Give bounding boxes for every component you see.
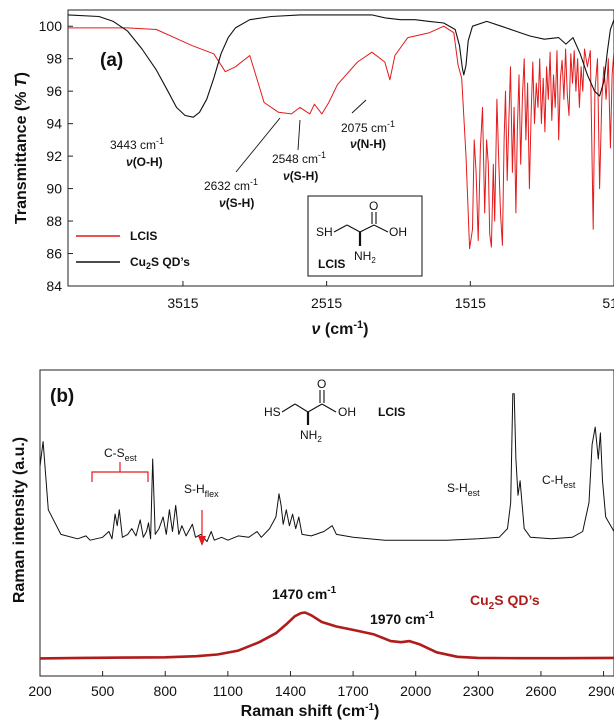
y-tick-label: 88	[46, 213, 62, 229]
panel-a-legend: LCIS Cu2S QD’s	[76, 229, 190, 271]
series-line-cu2s-raman	[39, 611, 614, 660]
x-tick-label: 515	[602, 295, 614, 311]
panel-b-annotations: C-Sest S-Hflex S-Hest C-Hest 1470 cm-1 1…	[91, 446, 576, 627]
molecule-inset-frame	[307, 195, 423, 277]
label-c-h-est: C-Hest	[542, 473, 576, 490]
atom-oh: OH	[389, 225, 407, 239]
x-tick-label: 2900	[588, 683, 614, 699]
x-tick-label: 2515	[311, 295, 342, 311]
x-tick-label: 1515	[455, 295, 486, 311]
svg-text:3443 cm-1: 3443 cm-1	[110, 136, 164, 152]
x-tick-label: 1100	[213, 683, 243, 699]
panel-b-x-ticks: 200 500 800 1100 1400 1700 2000 2300 2600 2900	[28, 671, 614, 699]
panel-a-x-ticks: 3515 2515 1515 515	[167, 281, 614, 311]
peak-label-1970: 1970 cm-1	[370, 610, 435, 627]
y-tick-label: 92	[46, 148, 62, 164]
svg-text:ν(S-H): ν(S-H)	[283, 169, 318, 183]
lcis-structure-drawing-b	[281, 390, 337, 425]
legend-label-cu2s: Cu2S QD’s	[130, 255, 190, 271]
molecule-inset-label: LCIS	[318, 257, 345, 271]
y-tick-label: 84	[46, 278, 62, 294]
y-tick-label: 98	[46, 51, 62, 67]
panel-a-molecule-inset: SH OH O NH2 LCIS	[307, 195, 423, 277]
panel-a-label: (a)	[100, 50, 123, 71]
atom-hs-b: HS	[264, 405, 281, 419]
series-line-lcis-raman	[39, 393, 614, 543]
panel-b-series	[39, 393, 614, 660]
label-c-s-est: C-Sest	[104, 446, 137, 463]
svg-text:ν(S-H): ν(S-H)	[219, 196, 254, 210]
x-tick-label: 2600	[525, 683, 556, 699]
svg-text:ν(N-H): ν(N-H)	[350, 137, 386, 151]
panel-a-y-axis-label: Transmittance (% T)	[13, 72, 30, 224]
peak-label-1470: 1470 cm-1	[272, 585, 337, 602]
panel-b-x-axis-label: Raman shift (cm-1)	[241, 702, 380, 720]
panel-a-annotations: 3443 cm-1 ν(O-H) 2632 cm-1 ν(S-H) 2548 c…	[110, 99, 395, 210]
y-tick-label: 94	[46, 116, 62, 132]
panel-b-raman-chart: 200 500 800 1100 1400 1700 2000 2300 2600 2900 (b…	[11, 369, 614, 720]
label-s-h-flex: S-Hflex	[184, 482, 219, 499]
series-line-cu2s	[67, 14, 614, 118]
series-label-cu2s: Cu2S QD’s	[470, 592, 540, 612]
atom-o: O	[369, 199, 378, 213]
y-tick-label: 90	[46, 181, 62, 197]
c-s-bracket	[91, 471, 149, 482]
panel-a-x-axis-label: ν (cm-1)	[312, 319, 369, 338]
annotation-2075-nh: 2075 cm-1 ν(N-H)	[341, 99, 395, 151]
y-tick-label: 86	[46, 246, 62, 262]
annotation-2548-sh: 2548 cm-1 ν(S-H)	[272, 119, 326, 183]
x-tick-label: 1700	[338, 683, 369, 699]
panel-a-series	[67, 14, 614, 250]
svg-text:ν(O-H): ν(O-H)	[126, 155, 163, 169]
x-tick-label: 1400	[275, 683, 306, 699]
annotation-2632-sh: 2632 cm-1 ν(S-H)	[204, 117, 281, 210]
x-tick-label: 800	[154, 683, 178, 699]
x-tick-label: 2000	[400, 683, 431, 699]
x-tick-label: 2300	[463, 683, 494, 699]
atom-nh2-b: NH2	[300, 428, 322, 444]
x-tick-label: 500	[91, 683, 115, 699]
x-tick-label: 3515	[167, 295, 198, 311]
y-tick-label: 100	[39, 18, 63, 34]
legend-label-lcis: LCIS	[130, 229, 157, 243]
atom-sh: SH	[316, 225, 333, 239]
series-line-lcis	[68, 25, 614, 250]
panel-a-y-ticks: 84 86 88 90 92 94 96 98 100	[39, 18, 73, 294]
atom-nh2: NH2	[354, 249, 376, 265]
panel-b-y-axis-label: Raman intensity (a.u.)	[11, 437, 28, 603]
lcis-structure-drawing	[333, 212, 389, 246]
x-tick-label: 200	[28, 683, 52, 699]
y-tick-label: 96	[46, 83, 62, 99]
svg-text:2632 cm-1: 2632 cm-1	[204, 177, 258, 193]
panel-b-label: (b)	[50, 386, 74, 407]
panel-a-plot-frame	[67, 9, 614, 287]
s-h-flex-arrowhead	[198, 536, 206, 546]
label-s-h-est: S-Hest	[447, 481, 480, 498]
atom-oh-b: OH	[338, 405, 356, 419]
svg-text:2548 cm-1: 2548 cm-1	[272, 150, 326, 166]
panel-b-plot-frame	[39, 369, 614, 677]
panel-b-molecule: HS OH O NH2 LCIS	[264, 377, 405, 444]
panel-b-molecule-label: LCIS	[378, 405, 405, 419]
annotation-3443-oh: 3443 cm-1 ν(O-H)	[110, 136, 164, 169]
svg-text:2075 cm-1: 2075 cm-1	[341, 119, 395, 135]
atom-o-b: O	[317, 377, 326, 391]
